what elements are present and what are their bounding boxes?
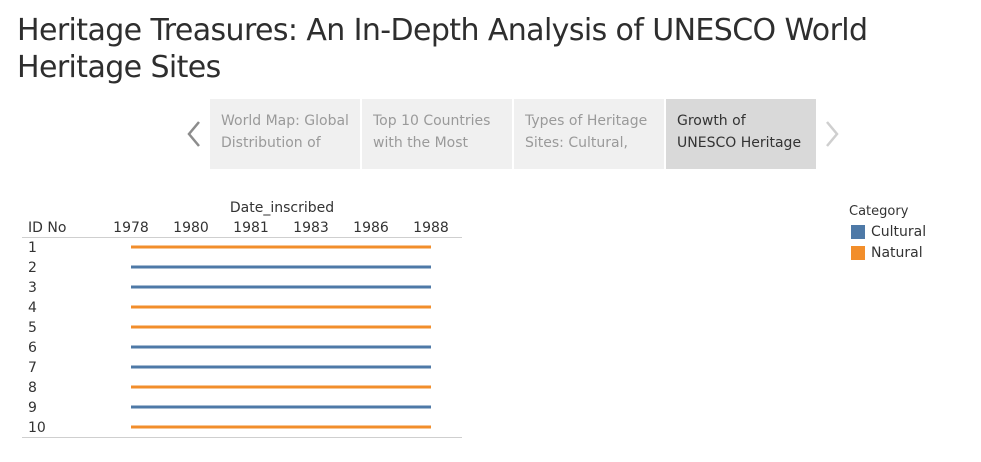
next-story-point-button[interactable] [818, 99, 846, 169]
row-label: 10 [28, 420, 46, 436]
legend-item-natural[interactable]: Natural [849, 242, 926, 263]
gantt-rows: 1 2 3 4 5 6 7 8 9 10 [28, 240, 431, 436]
story-point-world-map[interactable]: World Map: Global Distribution of [210, 99, 360, 169]
story-point-label-line2: with the Most [373, 135, 469, 151]
story-point-label-line1: Growth of [677, 113, 746, 129]
legend-item-cultural[interactable]: Cultural [849, 221, 926, 242]
row-label: 5 [28, 320, 37, 336]
row-label: 4 [28, 300, 37, 316]
legend-title: Category [849, 204, 909, 219]
category-legend: Category Cultural Natural [849, 203, 926, 263]
legend-swatch-cultural [851, 224, 865, 239]
story-point-label-line1: Top 10 Countries [373, 113, 491, 129]
chevron-right-icon [826, 121, 839, 147]
x-axis-title: Date_inscribed [230, 200, 334, 216]
row-label: 8 [28, 380, 37, 396]
row-label: 1 [28, 240, 37, 256]
story-point-top-10-countries[interactable]: Top 10 Countries with the Most [362, 99, 512, 169]
x-tick-label: 1986 [353, 220, 389, 236]
legend-swatch-natural [851, 245, 865, 260]
x-tick-label: 1980 [173, 220, 209, 236]
story-point-types-of-sites[interactable]: Types of Heritage Sites: Cultural, [514, 99, 664, 169]
legend-label: Cultural [871, 223, 927, 240]
row-label: 9 [28, 400, 37, 416]
row-label: 3 [28, 280, 37, 296]
row-label: 6 [28, 340, 37, 356]
x-tick-label: 1988 [413, 220, 449, 236]
chevron-left-icon [187, 121, 200, 147]
page-title: Heritage Treasures: An In-Depth Analysis… [17, 13, 868, 85]
x-axis-ticks: 1978 1980 1981 1983 1986 1988 [113, 220, 449, 236]
story-point-label-line2: UNESCO Heritage [677, 135, 802, 151]
gantt-chart: Date_inscribed ID No 1978 1980 1981 1983 198… [22, 200, 462, 438]
row-header-title: ID No [28, 220, 66, 236]
x-tick-label: 1981 [233, 220, 269, 236]
x-tick-label: 1983 [293, 220, 329, 236]
x-tick-label: 1978 [113, 220, 149, 236]
story-point-label-line2: Distribution of [221, 135, 321, 151]
row-label: 7 [28, 360, 37, 376]
row-label: 2 [28, 260, 37, 276]
story-point-growth-of-sites[interactable]: Growth of UNESCO Heritage [666, 99, 816, 169]
legend-label: Natural [871, 244, 923, 261]
previous-story-point-button[interactable] [180, 99, 208, 169]
story-point-label-line2: Sites: Cultural, [525, 135, 628, 151]
story-point-label-line1: Types of Heritage [525, 113, 648, 129]
story-point-label-line1: World Map: Global [221, 113, 349, 129]
